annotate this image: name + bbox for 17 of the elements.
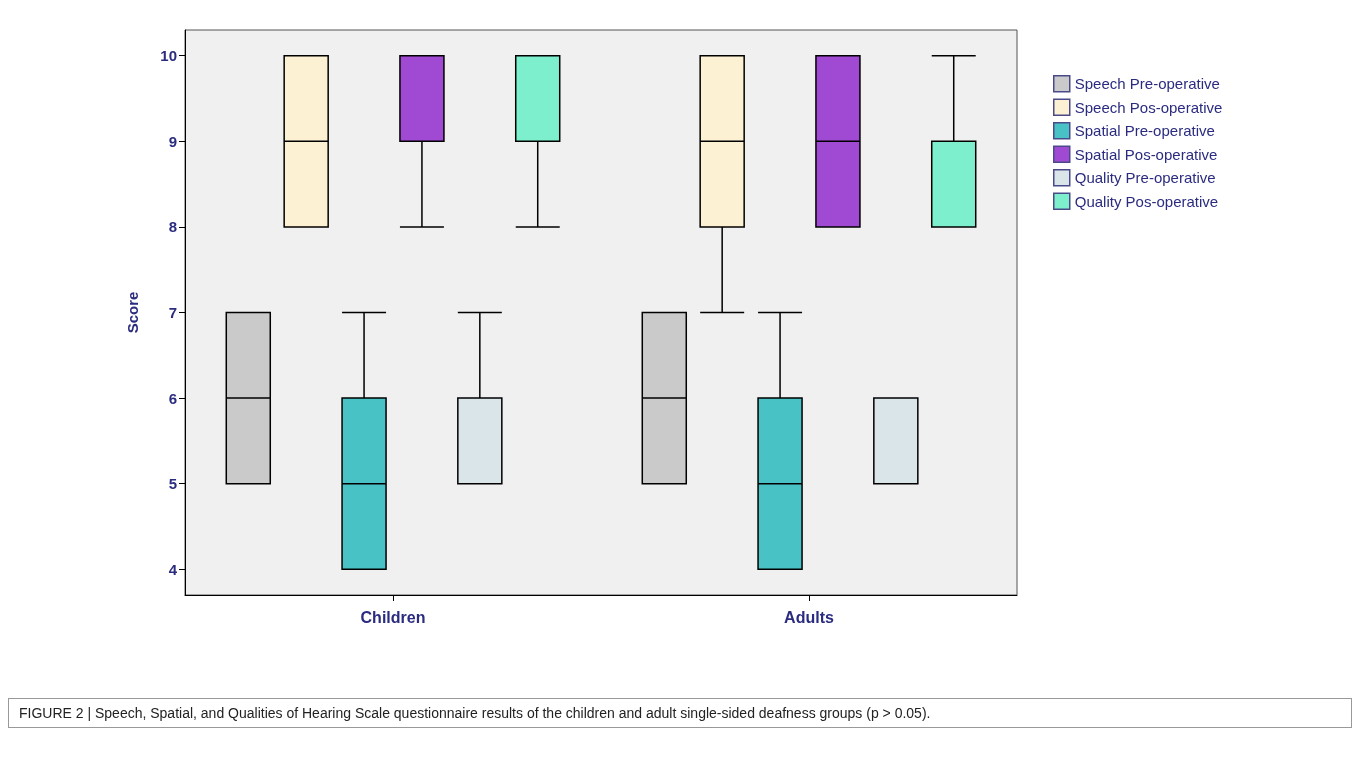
y-tick-label: 9 — [168, 132, 177, 150]
legend-label: Spatial Pos-operative — [1074, 145, 1218, 163]
caption: FIGURE 2 | Speech, Spatial, and Qualities of Hearing Scale questionnaire results of the children and adult single-sided deafness groups (p > 0.05). — [8, 698, 1352, 728]
x-tick-label: Adults — [784, 608, 834, 626]
y-axis-title: Score — [124, 291, 141, 334]
y-tick-label: 8 — [168, 218, 177, 236]
y-tick-label: 4 — [168, 560, 178, 578]
y-tick-label: 6 — [168, 389, 177, 407]
legend-label: Speech Pos-operative — [1074, 98, 1223, 116]
legend-label: Quality Pos-operative — [1074, 192, 1219, 210]
legend-label: Speech Pre-operative — [1074, 75, 1220, 93]
legend-label: Spatial Pre-operative — [1074, 122, 1215, 140]
legend-label: Quality Pre-operative — [1074, 169, 1216, 187]
x-tick-label: Children — [360, 608, 426, 626]
y-tick-label: 5 — [168, 475, 177, 493]
y-tick-label: 7 — [168, 304, 177, 321]
y-tick-label: 10 — [160, 47, 177, 65]
